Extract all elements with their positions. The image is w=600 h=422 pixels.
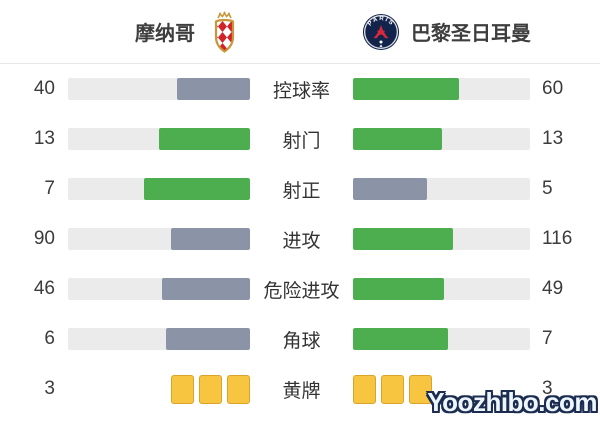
cards-away-group [353, 374, 530, 404]
away-bar-fill [353, 278, 445, 300]
stat-label: 射正 [282, 180, 321, 202]
yellow-card-icon [227, 374, 250, 404]
home-bar-fill [143, 178, 250, 200]
home-value: 13 [33, 128, 55, 149]
home-bar [68, 78, 250, 100]
away-value: 60 [542, 78, 564, 99]
stat-row: 6 角球 7 [0, 314, 600, 364]
away-bar-fill [353, 78, 460, 100]
home-value: 90 [33, 228, 55, 249]
away-bar-fill [353, 178, 427, 200]
away-bar [353, 278, 530, 300]
away-value: 7 [542, 328, 553, 349]
home-bar-fill [170, 228, 250, 250]
home-value: 46 [33, 278, 55, 299]
cards-home-value: 3 [44, 378, 55, 399]
stat-row: 7 射正 5 [0, 164, 600, 214]
stat-label: 控球率 [272, 80, 330, 102]
away-value: 116 [542, 228, 573, 249]
yellow-card-icon [353, 374, 376, 404]
home-bar-fill [166, 328, 250, 350]
home-value: 40 [33, 78, 55, 99]
home-bar [68, 128, 250, 150]
home-bar [68, 178, 250, 200]
away-bar [353, 78, 530, 100]
yellow-cards-row: 3 黄牌 3 [0, 364, 600, 414]
yellow-card-icon [409, 374, 432, 404]
stat-label: 进攻 [282, 230, 321, 252]
home-bar [68, 328, 250, 350]
away-bar [353, 228, 530, 250]
home-value: 7 [44, 178, 55, 199]
yellow-card-icon [199, 374, 222, 404]
stats-rows: 40 控球率 60 13 射门 13 7 [0, 64, 600, 364]
away-bar [353, 178, 530, 200]
stat-label: 危险进攻 [263, 280, 340, 302]
away-bar [353, 128, 530, 150]
stat-label: 角球 [282, 330, 321, 352]
psg-crest-icon: PARIS [362, 13, 400, 50]
cards-away-value: 3 [542, 378, 553, 399]
cards-home-group [68, 374, 250, 404]
home-bar-fill [161, 278, 250, 300]
home-team-header: 摩纳哥 [0, 0, 300, 63]
away-team-header: PARIS 巴黎圣日耳曼 [300, 0, 600, 63]
stat-label: 射门 [282, 130, 321, 152]
away-value: 49 [542, 278, 564, 299]
stat-row: 90 进攻 116 [0, 214, 600, 264]
header: 摩纳哥 PARIS [0, 0, 600, 64]
away-bar-fill [353, 328, 449, 350]
home-team-name: 摩纳哥 [135, 23, 195, 45]
away-bar [353, 328, 530, 350]
away-bar-fill [353, 228, 453, 250]
yellow-card-icon [381, 374, 404, 404]
away-value: 5 [542, 178, 553, 199]
away-bar-fill [353, 128, 442, 150]
away-value: 13 [542, 128, 564, 149]
away-team-name: 巴黎圣日耳曼 [411, 23, 531, 45]
home-value: 6 [44, 328, 55, 349]
home-bar-fill [177, 78, 250, 100]
home-bar-fill [159, 128, 250, 150]
yellow-card-icon [171, 374, 194, 404]
home-bar [68, 228, 250, 250]
stat-row: 13 射门 13 [0, 114, 600, 164]
cards-label: 黄牌 [282, 380, 321, 402]
stat-row: 40 控球率 60 [0, 64, 600, 114]
monaco-crest-icon [214, 10, 235, 53]
watermark: Yoozhibo.com [427, 387, 597, 417]
home-bar [68, 278, 250, 300]
stat-row: 46 危险进攻 49 [0, 264, 600, 314]
